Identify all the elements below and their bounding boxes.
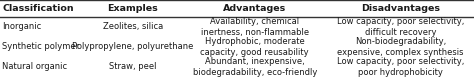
Text: Classification: Classification xyxy=(2,4,74,13)
Text: Low capacity, poor selectivity,
poor hydrophobicity: Low capacity, poor selectivity, poor hyd… xyxy=(337,57,464,77)
Text: Low capacity, poor selectivity,
difficult recovery: Low capacity, poor selectivity, difficul… xyxy=(337,17,464,37)
Text: Straw, peel: Straw, peel xyxy=(109,63,156,71)
Text: Examples: Examples xyxy=(107,4,158,13)
Text: Polypropylene, polyurethane: Polypropylene, polyurethane xyxy=(72,43,193,51)
Text: Inorganic: Inorganic xyxy=(2,22,42,31)
Text: Non-biodegradability,
expensive, complex synthesis: Non-biodegradability, expensive, complex… xyxy=(337,37,464,57)
Text: Hydrophobic, moderate
capacity, good reusability: Hydrophobic, moderate capacity, good reu… xyxy=(201,37,309,57)
Text: Advantages: Advantages xyxy=(223,4,286,13)
Text: Abundant, inexpensive,
biodegradability, eco-friendly: Abundant, inexpensive, biodegradability,… xyxy=(192,57,317,77)
Text: Availability, chemical
inertness, non-flammable: Availability, chemical inertness, non-fl… xyxy=(201,17,309,37)
Text: Zeolites, silica: Zeolites, silica xyxy=(102,22,163,31)
Text: Disadvantages: Disadvantages xyxy=(361,4,440,13)
Text: Natural organic: Natural organic xyxy=(2,63,67,71)
Text: Synthetic polymer: Synthetic polymer xyxy=(2,43,80,51)
